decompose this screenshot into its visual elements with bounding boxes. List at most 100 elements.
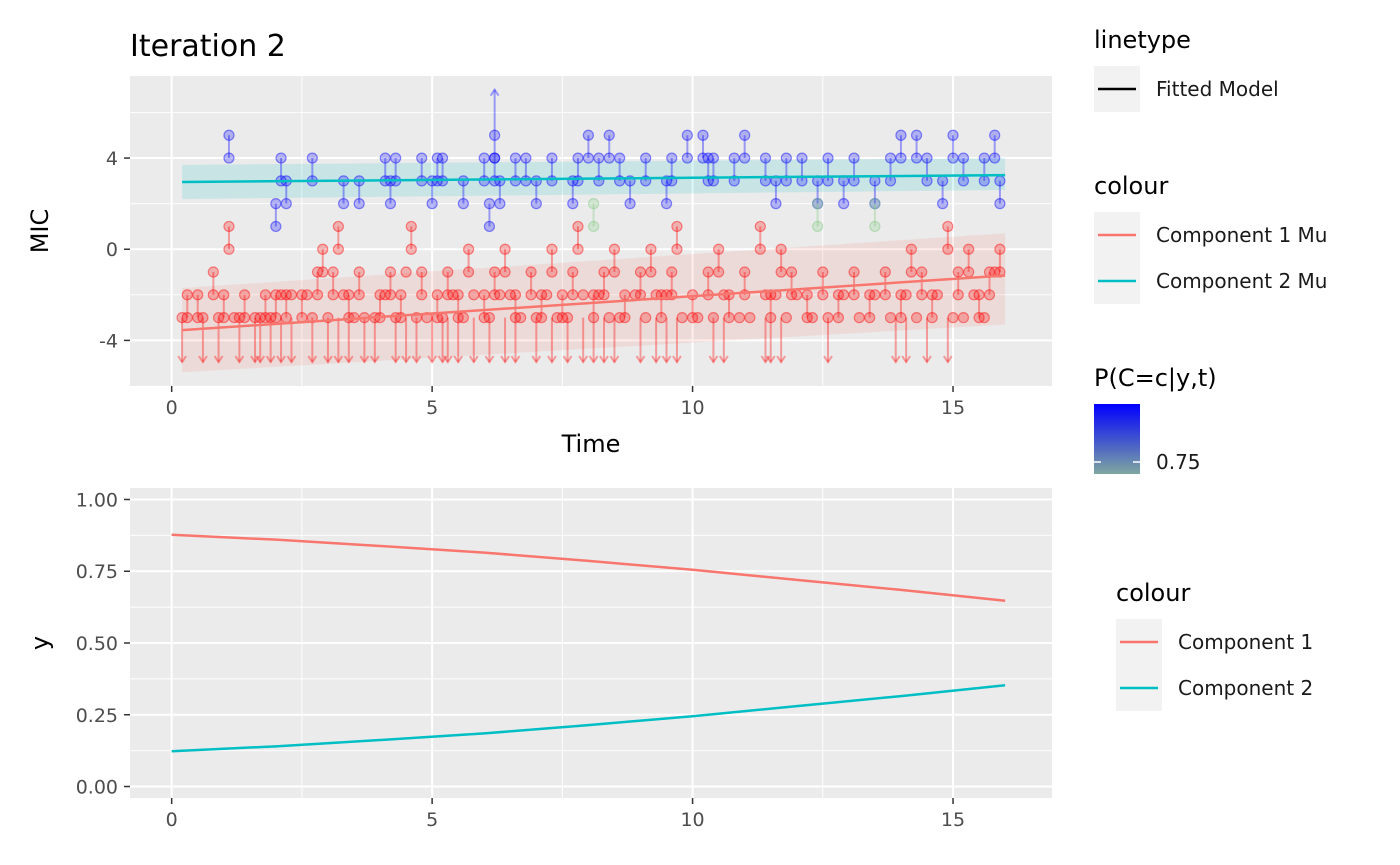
observation-point [337,289,350,301]
interval-point-high [780,152,792,164]
interval-point-high [395,289,407,301]
interval-point-low [957,175,970,187]
interval-point-low [223,152,235,164]
left-censored-arrowhead [286,355,297,364]
component-2-mu-line [182,173,1006,184]
interval-point-high [499,243,511,255]
interval-point-high [848,152,860,164]
interval-point-high [942,220,954,233]
left-censored-arrowhead [198,355,208,364]
observation-point [593,289,605,301]
interval-point-high [681,129,693,141]
interval-point-high [567,266,579,278]
interval-point-high [317,243,329,255]
left-censored-arrowhead [547,355,557,364]
observation-point [233,312,245,324]
interval-point-high [353,266,365,278]
interval-point-low [832,312,845,324]
legend-gradient-title: P(C=c|y,t) [1094,364,1217,392]
interval-point-high [530,175,542,187]
observation-point [947,312,959,324]
interval-point-low [494,198,506,210]
interval-point-low [811,220,824,233]
left-censored-arrowhead [177,355,187,364]
interval-point-low [478,175,490,187]
left-censored-arrowhead [609,355,620,364]
observation-point [603,312,615,324]
interval-point-high [588,289,600,301]
interval-point-low [775,266,787,278]
interval-point-low [983,289,996,301]
interval-point-high [666,152,678,164]
observation-point [869,289,881,301]
observation-point [806,312,818,324]
interval-point-high [614,152,626,164]
interval-point-high [785,266,798,278]
interval-point-low [218,312,230,324]
legend-colour1-label-1: Component 1 Mu [1156,223,1327,247]
interval-point-low [572,243,584,255]
interval-point-high [822,152,834,164]
interval-point-low [681,152,693,164]
left-censored-arrowhead [437,355,448,364]
interval-point-low [270,220,282,233]
interval-point-high [306,152,318,164]
interval-point-high [535,289,548,301]
interval-point-low [332,243,344,255]
interval-point-high [879,266,891,278]
interval-point-high [640,152,652,164]
interval-point-high [728,152,740,164]
interval-point-high [296,289,308,301]
observation-point [468,289,480,301]
legend-colour2-label-1: Component 1 [1178,630,1313,654]
left-censored-arrowhead [651,355,661,364]
interval-point-high [311,266,324,278]
interval-point-high [343,289,355,301]
observation-point [176,312,188,324]
interval-point-high [275,152,287,164]
interval-point-high [218,289,230,301]
top-x-tick-label: 0 [166,397,178,419]
observation-point [780,312,792,324]
interval-point-high [957,152,970,164]
observation-point [504,289,516,301]
left-censored-arrowhead [401,355,411,364]
observation-point [577,289,589,301]
left-censored-arrowhead [708,355,719,364]
interval-point-low [838,198,850,210]
observation-point [733,312,746,324]
interval-point-low [546,266,558,278]
interval-point-high [442,266,454,278]
interval-point-high [546,243,558,255]
interval-point-low [770,198,782,210]
top-y-tick-label: -4 [99,330,118,352]
left-censored-arrowhead [234,355,245,364]
interval-point-low [905,266,917,278]
observation-point [640,312,652,324]
component-1-mu-line [182,274,1006,332]
interval-point-low [942,243,954,255]
top-fitted-lines [182,173,1006,332]
interval-point-high [509,152,522,164]
interval-point-low [921,175,933,187]
interval-point-high [593,152,605,164]
interval-point-low [489,289,501,301]
observation-point [447,289,459,301]
legend-gradient-label: 0.75 [1156,450,1201,474]
bottom-y-axis-label: y [26,636,54,650]
interval-point-low [952,289,964,301]
interval-point-high [963,243,975,255]
left-censored-arrowhead [453,355,464,364]
interval-point-high [801,289,813,301]
interval-point-high [895,289,907,301]
interval-point-high [978,152,990,164]
observation-point [249,312,261,324]
interval-point-low [624,198,636,210]
interval-point-high [994,243,1006,255]
interval-point-high [989,129,1001,141]
left-censored-arrowhead [562,355,573,364]
interval-point-low [238,312,251,324]
interval-point-low [499,266,511,278]
left-censored-arrowhead [213,355,224,364]
